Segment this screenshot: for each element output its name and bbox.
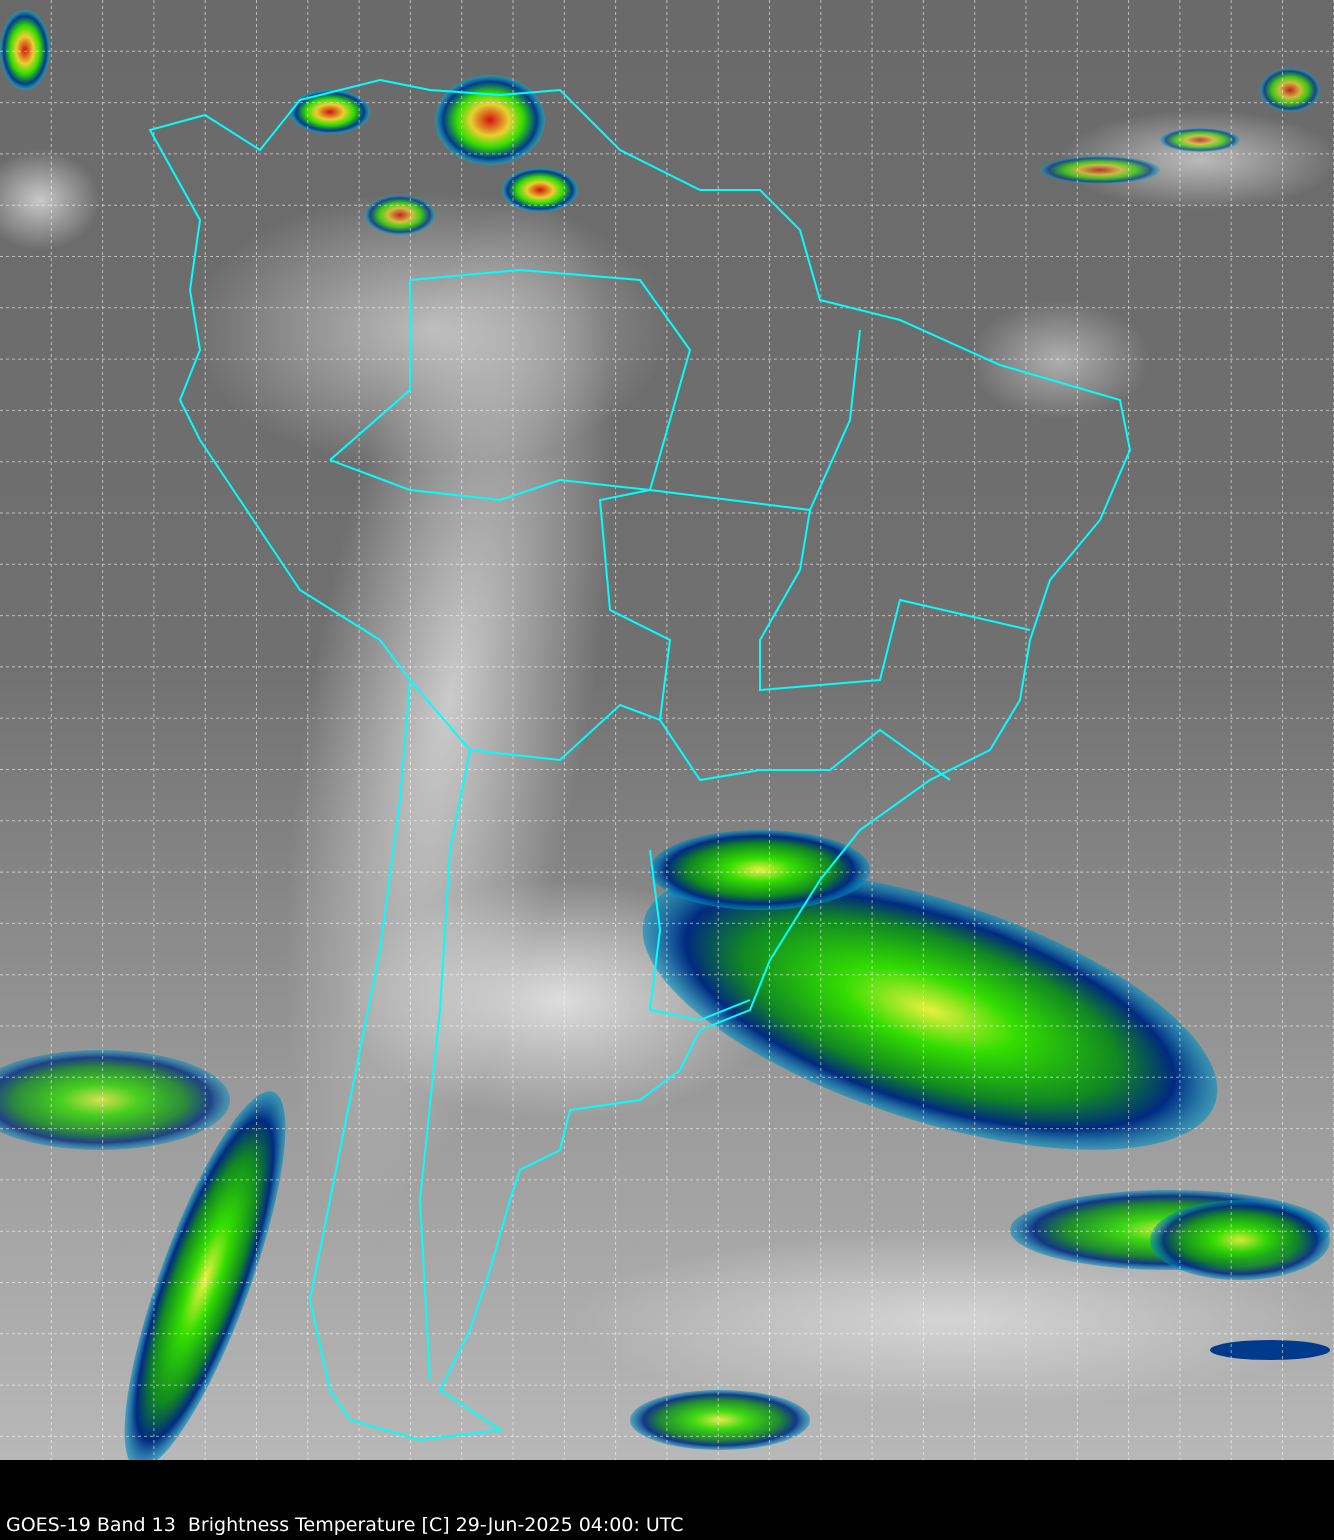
- lat-lon-grid: [0, 0, 1334, 1460]
- country-boundaries: [148, 78, 1132, 1442]
- satellite-image: [0, 0, 1334, 1460]
- cloud-layer: [0, 110, 1334, 1410]
- image-caption: GOES-19 Band 13 Brightness Temperature […: [6, 1514, 684, 1536]
